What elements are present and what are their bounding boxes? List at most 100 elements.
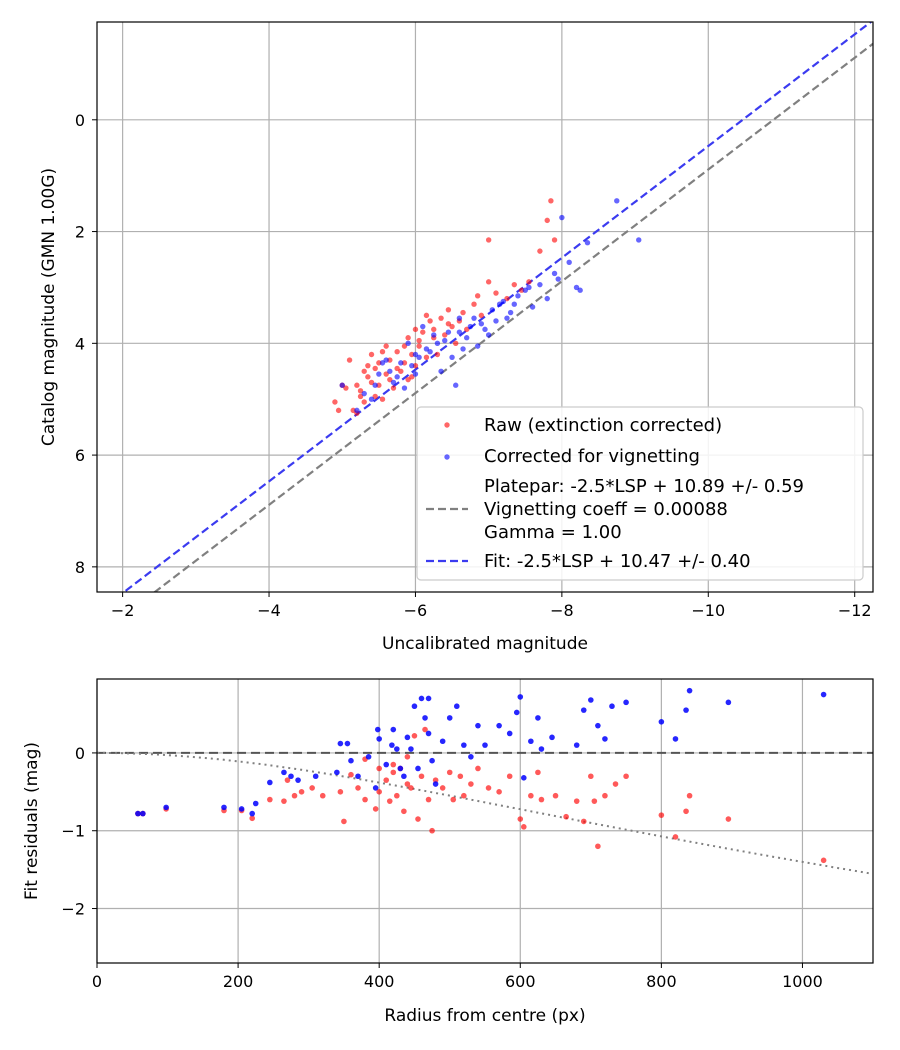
corrected-point [555,276,561,282]
calibration-lines [122,22,873,592]
raw-residual-point [672,834,679,840]
x-tick-label: 800 [646,972,677,991]
raw-residual-point [415,816,421,822]
corrected-residual-point [683,707,689,713]
corrected-residual-point [397,765,404,772]
raw-residual-point [284,777,291,783]
corrected-residual-point [820,691,827,698]
calibration-x-axis-label: Uncalibrated magnitude [382,634,588,654]
corrected-residual-point [415,765,421,772]
corrected-point [456,315,463,321]
corrected-residual-point [267,779,273,786]
raw-point [442,332,448,338]
legend-fit-label: Fit: -2.5*LSP + 10.47 +/- 0.40 [484,551,751,572]
corrected-residual-point [249,810,255,817]
raw-residual-point [422,726,428,733]
corrected-residual-point [609,703,615,710]
raw-point [511,281,517,288]
raw-residual-point [341,818,347,825]
raw-point [478,312,485,319]
raw-point [416,343,422,349]
raw-residual-point [376,765,382,772]
raw-residual-point [267,796,273,803]
raw-residual-point [450,796,457,803]
raw-point [474,293,481,299]
residuals-y-axis-label: Fit residuals (mag) [22,742,42,900]
legend-corrected-label: Corrected for vignetting [484,446,700,467]
corrected-residual-point [439,738,446,745]
corrected-point [394,374,400,380]
raw-point [365,362,371,369]
raw-residual-point [521,824,527,830]
corrected-residual-point [355,773,361,780]
corrected-residual-point [535,715,541,721]
raw-point [485,279,492,285]
corrected-residual-point [140,810,146,817]
corrected-point [482,326,488,333]
corrected-point [522,287,528,293]
y-tick-label: 4 [75,334,85,353]
raw-residual-point [281,798,287,804]
raw-point [485,237,492,243]
corrected-point [544,295,550,302]
corrected-point [493,318,499,324]
raw-point [445,321,452,327]
corrected-residual-point [595,722,601,729]
calibration-points [332,198,642,416]
raw-residual-point [404,781,411,787]
corrected-residual-point [482,742,488,748]
x-tick-label: −4 [257,601,281,620]
corrected-point [460,346,466,352]
corrected-point [445,329,452,335]
corrected-residual-point [429,757,435,764]
legend-raw-marker [444,422,450,428]
calibration-plot-frame [96,21,874,593]
corrected-residual-point [658,718,665,725]
corrected-residual-point [135,810,141,817]
corrected-residual-point [376,736,382,742]
raw-residual-point [429,827,435,834]
raw-point [354,382,360,388]
raw-residual-point [446,769,453,776]
raw-residual-point [623,773,629,780]
corrected-point [496,301,503,307]
raw-residual-point [439,785,446,791]
corrected-point [489,307,496,313]
raw-point [357,393,364,400]
raw-residual-point [683,808,689,815]
corrected-residual-point [288,773,294,780]
corrected-residual-point [425,695,432,702]
corrected-residual-point [334,769,340,776]
raw-residual-point [411,733,418,739]
corrected-residual-point [389,742,395,748]
corrected-residual-point [549,734,555,741]
corrected-residual-point [468,754,474,760]
corrected-point [361,390,367,397]
raw-residual-point [355,785,361,791]
raw-point [379,349,386,355]
raw-residual-point [580,818,587,825]
raw-point [504,295,510,302]
raw-point [453,340,459,347]
corrected-residual-point [281,769,287,776]
raw-point [409,374,415,380]
corrected-residual-point [517,694,524,700]
x-tick-label: −12 [838,601,872,620]
raw-residual-point [249,815,255,822]
raw-point [346,357,353,363]
raw-point [423,312,430,319]
corrected-residual-point [432,781,439,787]
raw-residual-point [588,773,594,780]
raw-point [368,379,375,386]
corrected-residual-point [623,699,629,706]
raw-point [463,326,470,333]
raw-residual-point [298,789,305,795]
raw-point [471,301,477,307]
corrected-point [500,298,507,305]
corrected-point [504,315,510,321]
raw-point [493,290,499,296]
fit-line [122,22,873,592]
x-tick-label: 600 [505,972,536,991]
raw-residual-point [394,792,400,799]
